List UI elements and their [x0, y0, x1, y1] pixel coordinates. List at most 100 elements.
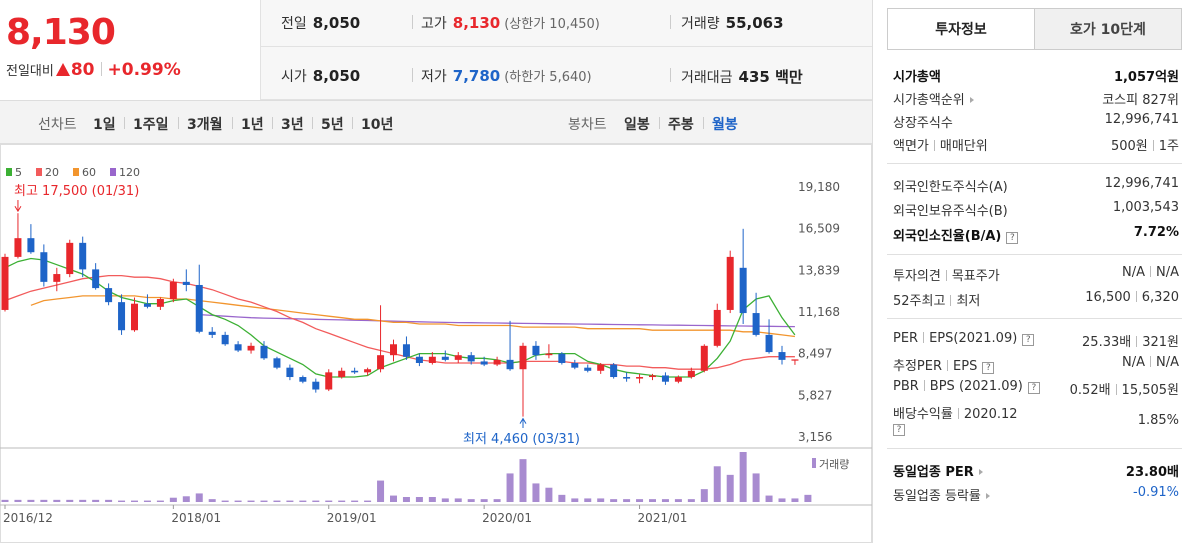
candle [558, 352, 566, 365]
candle [208, 327, 216, 339]
row-value: 12,996,741 [1104, 176, 1179, 191]
row-value: 1.85% [1137, 413, 1179, 428]
period-10y[interactable]: 10년 [361, 117, 394, 133]
candle [92, 263, 100, 290]
candle [79, 236, 87, 278]
period-1y[interactable]: 1년 [241, 117, 264, 133]
divider [887, 318, 1182, 319]
row-key: 동일업종 등락률 [893, 485, 990, 504]
low-annotation: 최저 4,460 (03/31) [463, 432, 580, 447]
candle-body [713, 309, 721, 346]
candle-body [519, 345, 527, 370]
y-tick-label: 8,497 [798, 347, 832, 361]
volume-bar [519, 459, 527, 502]
row-value-text-2: N/A [1156, 265, 1179, 280]
period-3y[interactable]: 3년 [281, 117, 304, 133]
divider [887, 163, 1182, 164]
volume-bar [441, 498, 449, 502]
candle-body [765, 334, 773, 353]
ma20-line [4, 274, 795, 370]
volume-bar [156, 500, 164, 502]
divider [1150, 266, 1151, 277]
candle-body [351, 370, 359, 373]
candle [726, 250, 734, 314]
tab-investment-info[interactable]: 투자정보 [887, 8, 1035, 50]
candle [273, 356, 281, 370]
row-key-text-2: 2020.12 [963, 407, 1018, 422]
row-key-text: PBR [893, 379, 919, 394]
row-key-text: PER [893, 331, 919, 346]
volume-bar [610, 499, 618, 502]
candle-body [27, 238, 35, 253]
row-key: 외국인소진율(B/A)? [893, 225, 1019, 244]
divider [670, 15, 671, 29]
period-1d[interactable]: 1일 [93, 117, 116, 133]
prev-close: 전일 8,050 [281, 13, 360, 33]
change-value: 80 [70, 60, 95, 80]
info-row-industry-per[interactable]: 동일업종 PER 23.80배 [893, 461, 1179, 481]
candle [584, 364, 592, 373]
divider [1115, 384, 1117, 395]
help-icon[interactable]: ? [982, 362, 995, 374]
row-key-text: 추정PER [893, 359, 943, 374]
help-icon[interactable]: ? [1006, 232, 1019, 244]
legend-swatch [73, 168, 79, 176]
period-1w[interactable]: 1주일 [133, 117, 169, 133]
volume-bar [208, 499, 216, 502]
row-value-text-2: 6,320 [1141, 290, 1179, 305]
candle [143, 294, 151, 309]
info-row-dividend: 배당수익률 2020.12 ? 1.85% [893, 403, 1179, 443]
candle-body [454, 355, 462, 360]
volume-bar [351, 500, 359, 502]
candle-body [195, 284, 203, 332]
row-value: 16,500 6,320 [1085, 290, 1179, 305]
divider [412, 68, 413, 82]
row-key-text-2: BPS (2021.09) [929, 379, 1023, 394]
candle-body [221, 334, 229, 345]
ma60-line [30, 295, 795, 338]
candle-daily[interactable]: 일봉 [624, 117, 650, 133]
divider [352, 117, 353, 129]
divider [124, 117, 125, 129]
divider [261, 46, 872, 47]
volume-bar [467, 499, 475, 502]
row-value: N/A N/A [1122, 265, 1179, 280]
caret-right-icon [978, 469, 983, 475]
candle [765, 319, 773, 354]
candle-monthly[interactable]: 월봉 [712, 117, 738, 133]
help-icon[interactable]: ? [893, 424, 905, 436]
volume-bar [506, 473, 514, 502]
candle-weekly[interactable]: 주봉 [668, 117, 694, 133]
divider [1152, 140, 1154, 151]
divider [950, 295, 952, 306]
candle [428, 352, 436, 365]
divider [1135, 291, 1137, 302]
info-row-industry-change[interactable]: 동일업종 등락률 -0.91% [893, 485, 1179, 505]
chart-canvas: 19,180 16,509 13,839 11,168 8,497 5,827 3,156 2… [0, 144, 872, 543]
info-row-market-cap-rank[interactable]: 시가총액순위 코스피 827위 [893, 89, 1179, 109]
candle-body [532, 345, 540, 356]
help-icon[interactable]: ? [1022, 334, 1035, 346]
candle [610, 362, 618, 379]
volume-bar [545, 487, 553, 502]
volume-bar [131, 500, 138, 502]
volume-bar [169, 497, 177, 502]
volume-bar [40, 499, 48, 502]
volume-bar [649, 499, 656, 502]
row-key-text-2: 목표주가 [951, 269, 1000, 284]
candle [325, 369, 333, 392]
row-key: PBR BPS (2021.09)? [893, 379, 1040, 394]
candle [467, 352, 475, 365]
period-5y[interactable]: 5년 [321, 117, 344, 133]
help-icon[interactable]: ? [1027, 382, 1040, 394]
volume-bar [687, 499, 695, 502]
tab-order-book[interactable]: 호가 10단계 [1034, 8, 1182, 50]
candle [454, 352, 462, 363]
candle [532, 341, 540, 360]
candle-body [584, 367, 592, 371]
row-value: 500원 1주 [1111, 135, 1179, 154]
period-3m[interactable]: 3개월 [187, 117, 223, 133]
volume-bar [234, 500, 242, 502]
amount-value: 435 백만 [738, 68, 803, 86]
candle [118, 294, 126, 335]
